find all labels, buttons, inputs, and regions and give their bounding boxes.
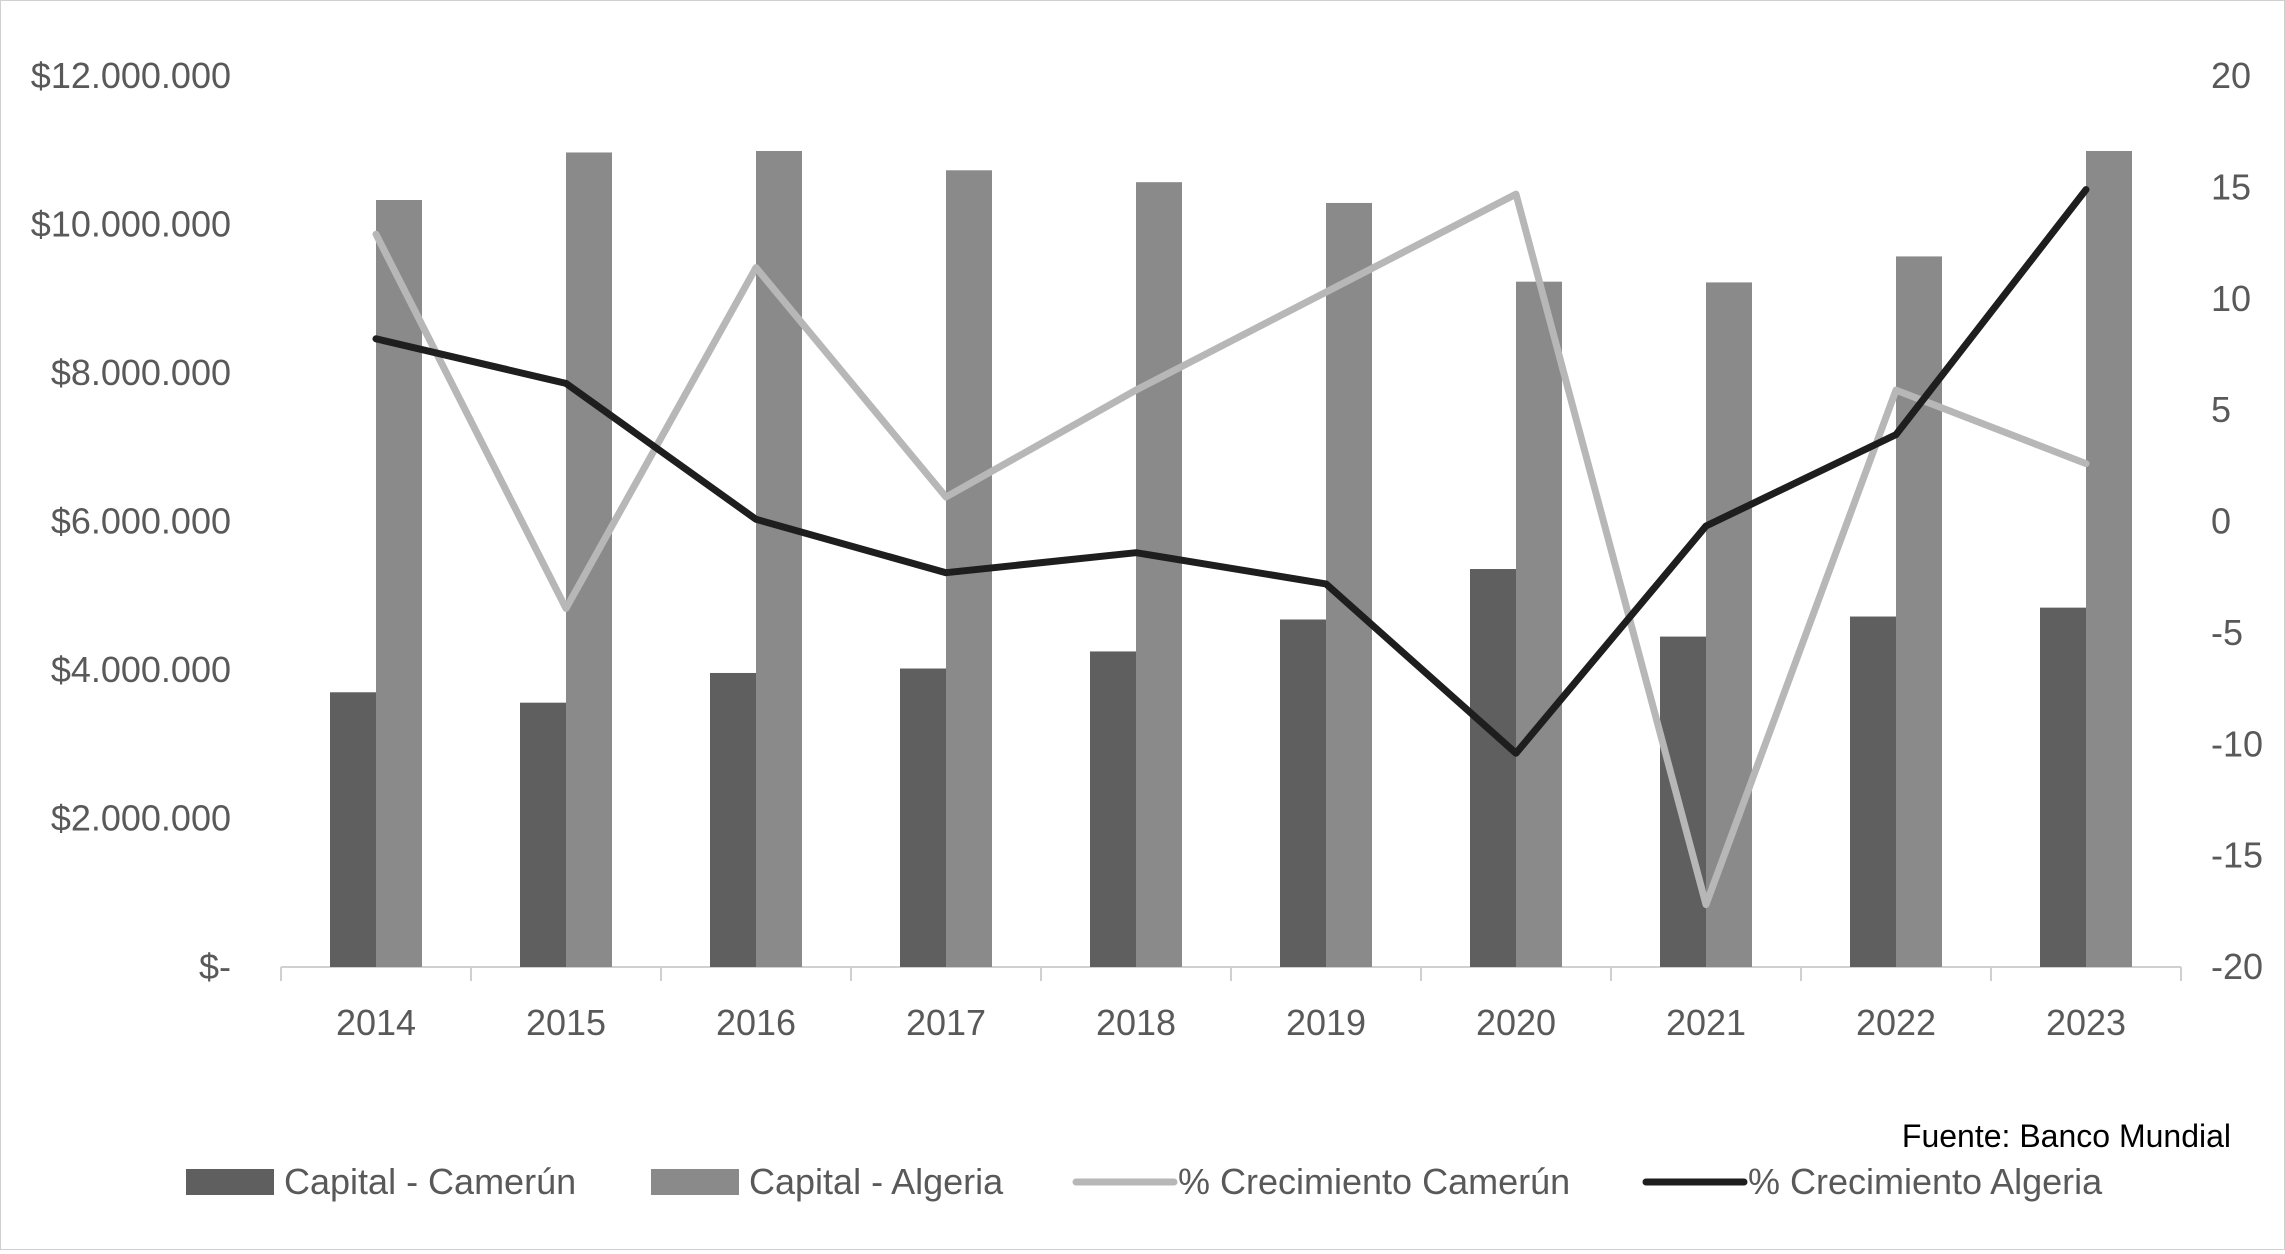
legend: Capital - Camerún Capital - Algeria % Crec…: [186, 1161, 2103, 1202]
bar: [1326, 202, 1372, 967]
bar: [900, 668, 946, 967]
series-line: [372, 190, 2090, 909]
bar: [1660, 636, 1706, 967]
bar: [1706, 282, 1752, 967]
bars: [330, 150, 2132, 968]
bar: [566, 152, 612, 968]
bar: [1470, 569, 1516, 967]
bar: [1136, 182, 1182, 968]
bar: [1280, 619, 1326, 967]
legend-label: % Crecimiento Algeria: [1748, 1161, 2103, 1202]
left-tick-label: $12.000.000: [31, 55, 231, 96]
x-tick-label: 2014: [336, 1002, 416, 1043]
x-tick-label: 2017: [906, 1002, 986, 1043]
bar: [2040, 607, 2086, 967]
x-tick-label: 2022: [1856, 1002, 1936, 1043]
x-tick-label: 2020: [1476, 1002, 1556, 1043]
legend-swatch: [651, 1169, 739, 1195]
bar: [710, 672, 756, 967]
left-tick-label: $6.000.000: [51, 501, 231, 542]
left-tick-label: $4.000.000: [51, 649, 231, 690]
x-tick-label: 2015: [526, 1002, 606, 1043]
source-note: Fuente: Banco Mundial: [1902, 1118, 2231, 1154]
right-axis: -20 -15 -10 -5 0 5 10 15 20: [2211, 55, 2263, 987]
x-tick-label: 2019: [1286, 1002, 1366, 1043]
x-tick-label: 2018: [1096, 1002, 1176, 1043]
legend-swatch: [186, 1169, 274, 1195]
x-tick-label: 2021: [1666, 1002, 1746, 1043]
left-tick-label: $10.000.000: [31, 204, 231, 245]
right-tick-label: 10: [2211, 278, 2251, 319]
bar: [1090, 651, 1136, 967]
bar: [1896, 256, 1942, 967]
left-tick-label: $2.000.000: [51, 798, 231, 839]
bar: [1850, 616, 1896, 967]
right-tick-label: 15: [2211, 166, 2251, 207]
bar: [376, 199, 422, 967]
left-axis: $- $2.000.000 $4.000.000 $6.000.000 $8.000.0…: [31, 55, 231, 987]
bar: [2086, 150, 2132, 967]
series-line: [372, 186, 2090, 757]
bar: [330, 692, 376, 967]
lines: [372, 186, 2090, 909]
x-tick-label: 2023: [2046, 1002, 2126, 1043]
left-tick-label: $-: [199, 946, 231, 987]
legend-label: Capital - Camerún: [284, 1161, 576, 1202]
right-tick-label: 0: [2211, 501, 2231, 542]
right-tick-label: -15: [2211, 835, 2263, 876]
bar: [1516, 281, 1562, 967]
bar: [756, 150, 802, 967]
right-tick-label: 20: [2211, 55, 2251, 96]
x-axis: 2014 2015 2016 2017 2018 2019 2020 2021 2022 2023: [280, 967, 2182, 1043]
legend-label: Capital - Algeria: [749, 1161, 1004, 1202]
legend-label: % Crecimiento Camerún: [1178, 1161, 1570, 1202]
right-tick-label: 5: [2211, 389, 2231, 430]
left-tick-label: $8.000.000: [51, 352, 231, 393]
right-tick-label: -10: [2211, 723, 2263, 764]
bar: [520, 702, 566, 967]
right-tick-label: -5: [2211, 612, 2243, 653]
x-tick-label: 2016: [716, 1002, 796, 1043]
right-tick-label: -20: [2211, 946, 2263, 987]
